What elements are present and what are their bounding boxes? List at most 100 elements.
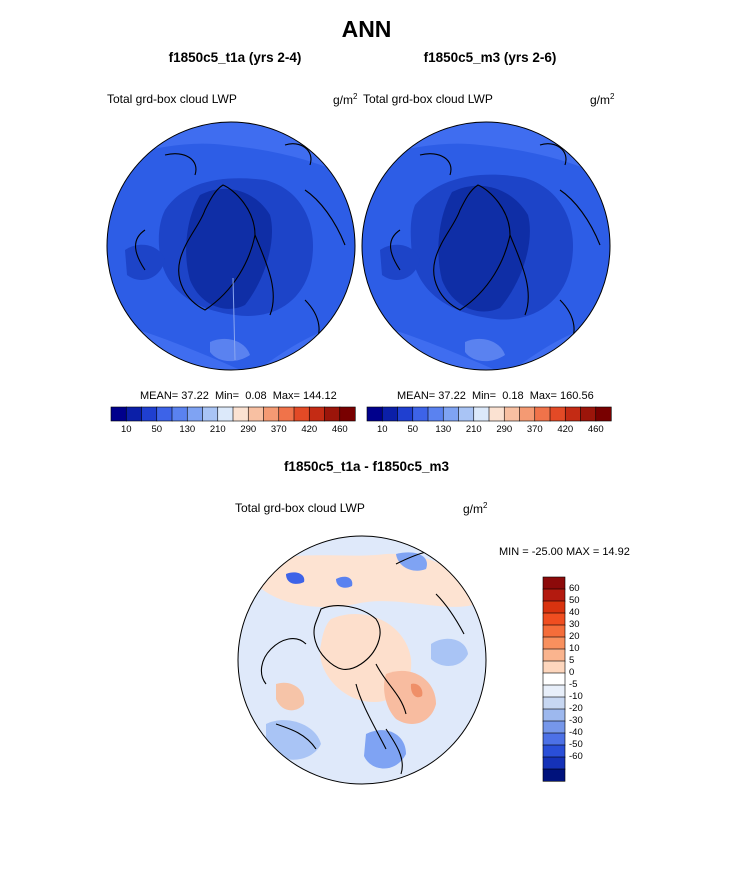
colorbar-swatch (542, 624, 566, 638)
colorbar-swatch (308, 406, 326, 422)
colorbar-swatch (488, 406, 505, 422)
left-colorbar (110, 406, 356, 422)
diff-map-field-negative-strong (336, 576, 353, 588)
colorbar-tick-label: 5 (569, 655, 575, 666)
left-map-border (106, 121, 356, 371)
colorbar-tick-label: 370 (526, 424, 543, 435)
colorbar-swatch (542, 720, 566, 734)
colorbar-swatch (519, 406, 536, 422)
colorbar-swatch (549, 406, 566, 422)
colorbar-swatch (247, 406, 265, 422)
colorbar-swatch (202, 406, 219, 422)
colorbar-swatch (186, 406, 204, 422)
colorbar-swatch (564, 406, 582, 422)
colorbar-swatch (442, 406, 460, 422)
colorbar-swatch (542, 732, 566, 746)
right-field-label: Total grd-box cloud LWP (363, 92, 493, 106)
colorbar-swatch (278, 406, 295, 422)
colorbar-swatch (458, 406, 475, 422)
colorbar-swatch (542, 660, 566, 674)
diff-map-border (237, 535, 487, 785)
left-map-field-core (186, 188, 273, 309)
colorbar-tick-label: 420 (557, 424, 574, 435)
colorbar-tick-label: -40 (569, 727, 583, 738)
colorbar-swatch (217, 406, 234, 422)
colorbar-swatch (542, 768, 566, 782)
colorbar-tick-label: 10 (569, 643, 580, 654)
colorbar-tick-label: 30 (569, 619, 580, 630)
colorbar-swatch (125, 406, 143, 422)
colorbar-swatch (580, 406, 597, 422)
right-map-field-patch (380, 244, 420, 280)
left-polar-map (106, 121, 356, 371)
colorbar-tick-label: 10 (376, 424, 388, 435)
colorbar-swatch (542, 756, 566, 770)
right-units-label: g/m2 (590, 92, 615, 107)
colorbar-swatch (542, 600, 566, 614)
colorbar-tick-label: 50 (407, 424, 419, 435)
diff-map-field-negative (266, 720, 321, 760)
colorbar-tick-label: 290 (240, 424, 257, 435)
colorbar-tick-label: 210 (209, 424, 226, 435)
colorbar-swatch (542, 648, 566, 662)
colorbar-swatch (110, 406, 127, 422)
right-polar-map (361, 121, 611, 371)
colorbar-swatch (366, 406, 383, 422)
diff-map-coastlines (260, 551, 465, 775)
left-map-title: f1850c5_t1a (yrs 2-4) (168, 50, 302, 65)
colorbar-tick-label: -20 (569, 703, 583, 714)
left-map-seam (232, 277, 236, 361)
right-map-coastlines (390, 143, 601, 351)
colorbar-swatch (542, 588, 566, 602)
diff-map-title: f1850c5_t1a - f1850c5_m3 (283, 459, 450, 474)
diff-map-field-positive-strong (410, 683, 423, 698)
right-map-title: f1850c5_m3 (yrs 2-6) (423, 50, 557, 65)
colorbar-swatch (542, 576, 566, 590)
diff-colorbar (542, 576, 566, 782)
diff-polar-map (237, 535, 487, 785)
colorbar-tick-label: 0 (569, 667, 575, 678)
diff-map-field-negative (431, 638, 468, 666)
colorbar-tick-label: -10 (569, 691, 583, 702)
colorbar-tick-label: -30 (569, 715, 583, 726)
colorbar-swatch (542, 612, 566, 626)
colorbar-swatch (156, 406, 173, 422)
left-map-coastlines (135, 143, 346, 351)
colorbar-tick-label: 130 (179, 424, 196, 435)
colorbar-swatch (324, 406, 341, 422)
colorbar-swatch (542, 708, 566, 722)
colorbar-swatch (542, 636, 566, 650)
colorbar-swatch (595, 406, 612, 422)
colorbar-swatch (427, 406, 444, 422)
left-map-field-patch (210, 338, 250, 362)
right-colorbar (366, 406, 612, 422)
colorbar-tick-label: 50 (569, 595, 580, 606)
colorbar-tick-label: 460 (587, 424, 604, 435)
colorbar-tick-label: 370 (270, 424, 287, 435)
diff-map-field-negative (364, 730, 406, 769)
colorbar-swatch (171, 406, 188, 422)
colorbar-tick-label: 130 (435, 424, 452, 435)
left-map-stats: MEAN= 37.22 Min= 0.08 Max= 144.12 (140, 390, 337, 402)
colorbar-swatch (381, 406, 399, 422)
left-field-label: Total grd-box cloud LWP (107, 92, 237, 106)
diff-map-field-negative (396, 552, 427, 571)
colorbar-swatch (397, 406, 414, 422)
right-map-border (361, 121, 611, 371)
colorbar-tick-label: 460 (331, 424, 348, 435)
colorbar-tick-label: 290 (496, 424, 513, 435)
right-map-field-patch (465, 338, 505, 362)
colorbar-swatch (293, 406, 310, 422)
colorbar-tick-label: 420 (301, 424, 318, 435)
colorbar-tick-label: -60 (569, 751, 583, 762)
colorbar-tick-label: 60 (569, 583, 580, 594)
colorbar-tick-label: -50 (569, 739, 583, 750)
main-title: ANN (341, 16, 392, 42)
colorbar-swatch (473, 406, 490, 422)
colorbar-swatch (542, 684, 566, 698)
colorbar-swatch (542, 672, 566, 686)
diff-map-field-positive (276, 682, 305, 711)
diff-map-field-negative-strong (286, 572, 305, 584)
colorbar-tick-label: 10 (120, 424, 132, 435)
colorbar-swatch (542, 696, 566, 710)
